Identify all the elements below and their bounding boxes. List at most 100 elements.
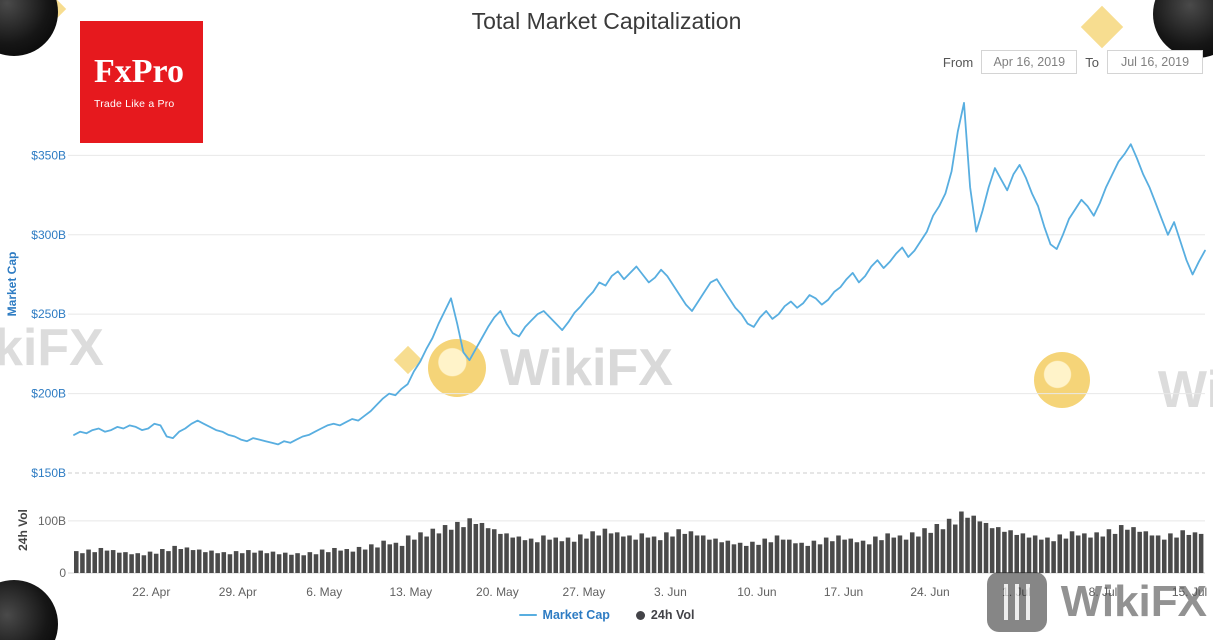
volume-bar [866, 544, 872, 573]
volume-bar [74, 551, 79, 573]
x-axis-label: 6. May [306, 585, 342, 599]
volume-bar [344, 549, 350, 573]
volume-bar [491, 529, 497, 573]
volume-bar [614, 532, 620, 573]
volume-bar [375, 547, 380, 573]
volume-bar [282, 552, 288, 573]
volume-bar [885, 533, 890, 573]
volume-bar [737, 542, 743, 573]
volume-bar [117, 552, 122, 573]
volume-bar [1149, 535, 1155, 573]
volume-bar [848, 538, 854, 573]
volume-bar [424, 536, 429, 573]
volume-bar [535, 542, 540, 573]
volume-bar [295, 553, 300, 573]
volume-bar [1057, 534, 1063, 573]
volume-bar [1106, 529, 1112, 573]
volume-bar [104, 550, 110, 573]
volume-bar [1112, 533, 1118, 573]
volume-bar [430, 528, 436, 573]
volume-bar [940, 529, 946, 573]
x-axis-label: 8. Jul [1089, 585, 1118, 599]
volume-bar [707, 539, 712, 573]
volume-bar [657, 540, 663, 573]
from-date-input[interactable] [981, 50, 1078, 74]
volume-bar [688, 531, 694, 573]
legend-label-market-cap: Market Cap [542, 608, 610, 622]
volume-bar [1008, 530, 1013, 573]
volume-bar [762, 538, 767, 573]
volume-bar [916, 536, 921, 573]
volume-bar [301, 555, 306, 573]
to-date-input[interactable] [1107, 50, 1203, 74]
volume-bar [1198, 533, 1204, 573]
y-axis-tick-label: $150B [31, 466, 66, 480]
volume-bar [922, 528, 927, 573]
volume-bar [541, 535, 546, 573]
volume-bar [946, 518, 952, 573]
volume-bar [1051, 541, 1056, 573]
volume-bar [719, 542, 724, 573]
volume-bar [160, 549, 165, 573]
legend-item-24h-vol[interactable]: 24h Vol [635, 608, 694, 622]
volume-bar [362, 549, 368, 573]
volume-bar [516, 536, 522, 573]
volume-bar [1032, 535, 1038, 573]
volume-bar [461, 527, 466, 573]
volume-bar [608, 533, 614, 573]
volume-bar [80, 553, 85, 573]
volume-bar [129, 554, 134, 573]
volume-bar [578, 534, 583, 573]
volume-bar [1118, 525, 1124, 573]
wikifx-app-badge: WikiFX [986, 572, 1207, 632]
volume-bar [239, 553, 245, 573]
watermark-right-partial: Wi [1157, 361, 1213, 419]
x-axis-label: 20. May [476, 585, 519, 599]
volume-bar [1131, 527, 1136, 573]
volume-bar [479, 522, 485, 573]
volume-bar [584, 538, 589, 573]
volume-bar [110, 550, 116, 573]
volume-bar [227, 554, 233, 573]
volume-bar [731, 544, 737, 573]
volume-bar [860, 540, 866, 573]
volume-bar [891, 537, 897, 573]
volume-bar [467, 518, 472, 573]
volume-bar [811, 540, 817, 573]
legend-item-market-cap[interactable]: Market Cap [518, 608, 610, 622]
volume-bar [823, 537, 829, 573]
volume-bar [436, 533, 442, 573]
x-axis-label: 29. Apr [219, 585, 257, 599]
volume-bar [510, 537, 515, 573]
volume-bar [651, 536, 657, 573]
volume-bar [504, 533, 509, 573]
volume-bar [92, 552, 97, 573]
volume-bar [1026, 537, 1032, 573]
watermark-left-partial: kiFX [0, 319, 104, 377]
fxpro-tagline: Trade Like a Pro [94, 97, 175, 110]
x-axis-label: 22. Apr [132, 585, 170, 599]
volume-bar [725, 540, 731, 573]
volume-bar [602, 528, 608, 573]
wikifx-logo-icon [1034, 352, 1090, 408]
volume-bar [928, 532, 933, 573]
volume-bar [971, 515, 976, 573]
volume-bar [369, 544, 374, 573]
volume-bar [221, 552, 227, 573]
volume-bar [670, 536, 675, 573]
volume-bar [338, 550, 343, 573]
volume-bar [817, 544, 823, 573]
volume-bar [1100, 536, 1106, 573]
x-axis-label: 17. Jun [824, 585, 863, 599]
volume-bar [977, 521, 983, 573]
x-axis-label: 13. May [389, 585, 432, 599]
volume-bar [1039, 539, 1044, 573]
volume-bar [1186, 534, 1192, 573]
from-label: From [942, 54, 974, 70]
volume-bar [184, 547, 190, 573]
vol-axis-tick-label: 100B [38, 514, 66, 528]
volume-bar [768, 542, 774, 573]
volume-bar [1020, 533, 1026, 573]
